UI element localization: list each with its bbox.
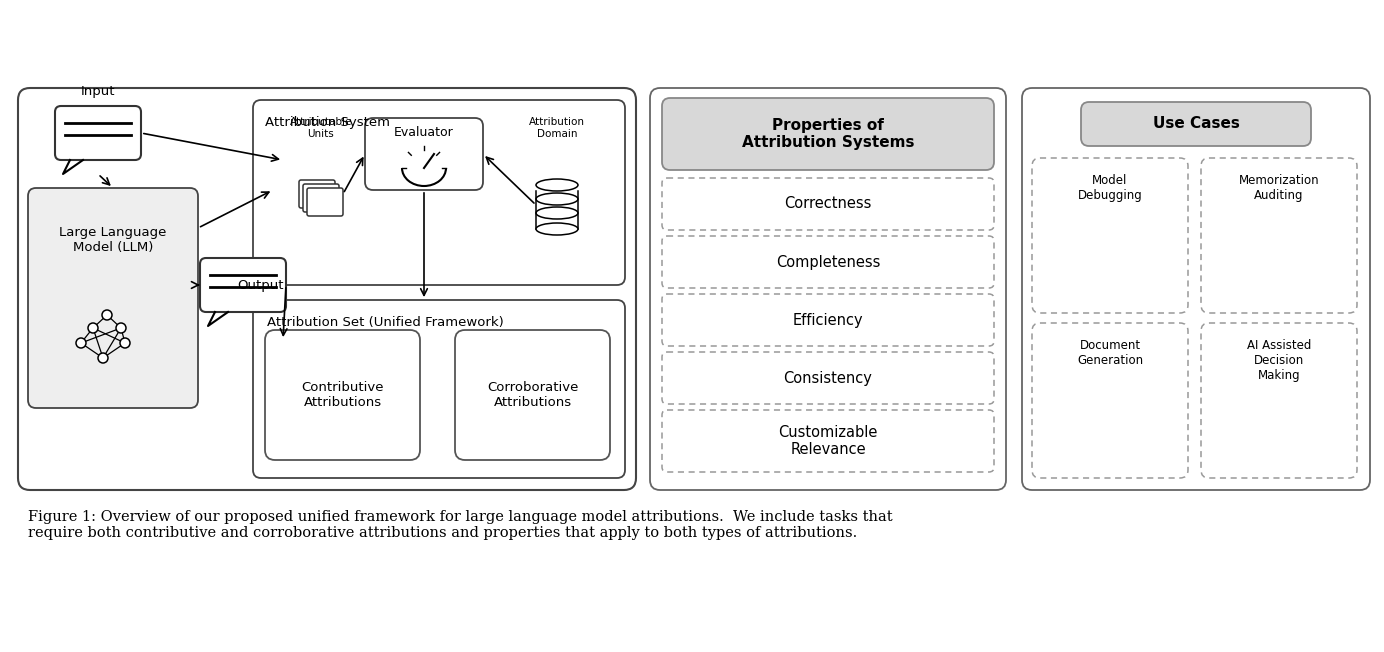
Text: Input: Input bbox=[80, 85, 115, 98]
Circle shape bbox=[116, 323, 126, 333]
FancyBboxPatch shape bbox=[1021, 88, 1370, 490]
FancyBboxPatch shape bbox=[1201, 158, 1356, 313]
FancyBboxPatch shape bbox=[28, 188, 198, 408]
FancyBboxPatch shape bbox=[455, 330, 610, 460]
Text: AI Assisted
Decision
Making: AI Assisted Decision Making bbox=[1247, 339, 1311, 382]
FancyBboxPatch shape bbox=[18, 88, 637, 490]
Circle shape bbox=[76, 338, 86, 348]
FancyBboxPatch shape bbox=[55, 106, 141, 160]
FancyBboxPatch shape bbox=[253, 300, 626, 478]
Text: Evaluator: Evaluator bbox=[394, 125, 454, 138]
Text: Output: Output bbox=[238, 278, 284, 291]
FancyBboxPatch shape bbox=[662, 352, 994, 404]
Text: Corroborative
Attributions: Corroborative Attributions bbox=[487, 381, 579, 409]
Text: Customizable
Relevance: Customizable Relevance bbox=[778, 425, 877, 457]
Text: Attribution
Domain: Attribution Domain bbox=[529, 117, 585, 139]
FancyBboxPatch shape bbox=[303, 184, 339, 212]
FancyBboxPatch shape bbox=[662, 294, 994, 346]
FancyBboxPatch shape bbox=[662, 98, 994, 170]
FancyBboxPatch shape bbox=[662, 236, 994, 288]
FancyBboxPatch shape bbox=[662, 410, 994, 472]
Text: Consistency: Consistency bbox=[783, 370, 872, 385]
Text: Contributive
Attributions: Contributive Attributions bbox=[302, 381, 383, 409]
FancyBboxPatch shape bbox=[365, 118, 483, 190]
FancyBboxPatch shape bbox=[307, 188, 343, 216]
FancyBboxPatch shape bbox=[536, 191, 579, 229]
FancyBboxPatch shape bbox=[299, 180, 335, 208]
FancyBboxPatch shape bbox=[1201, 323, 1356, 478]
FancyBboxPatch shape bbox=[253, 100, 626, 285]
Text: Attributable
Units: Attributable Units bbox=[289, 117, 352, 139]
Text: Document
Generation: Document Generation bbox=[1077, 339, 1143, 367]
Polygon shape bbox=[208, 312, 228, 326]
FancyBboxPatch shape bbox=[1032, 158, 1187, 313]
Circle shape bbox=[102, 310, 112, 320]
Text: Figure 1: Overview of our proposed unified framework for large language model at: Figure 1: Overview of our proposed unifi… bbox=[28, 510, 893, 541]
Text: Attribution Set (Unified Framework): Attribution Set (Unified Framework) bbox=[267, 316, 504, 329]
Text: Completeness: Completeness bbox=[776, 254, 880, 269]
Text: Large Language
Model (LLM): Large Language Model (LLM) bbox=[60, 226, 166, 254]
Text: Attribution System: Attribution System bbox=[264, 116, 390, 129]
Ellipse shape bbox=[536, 223, 579, 235]
Circle shape bbox=[120, 338, 130, 348]
Text: Use Cases: Use Cases bbox=[1153, 117, 1240, 132]
Text: Memorization
Auditing: Memorization Auditing bbox=[1239, 174, 1319, 202]
Circle shape bbox=[98, 353, 108, 363]
FancyBboxPatch shape bbox=[201, 258, 286, 312]
Text: Properties of
Attribution Systems: Properties of Attribution Systems bbox=[742, 118, 915, 150]
Polygon shape bbox=[64, 160, 83, 174]
FancyBboxPatch shape bbox=[650, 88, 1006, 490]
FancyBboxPatch shape bbox=[662, 178, 994, 230]
Circle shape bbox=[89, 323, 98, 333]
Text: Correctness: Correctness bbox=[785, 196, 872, 211]
FancyBboxPatch shape bbox=[1032, 323, 1187, 478]
Text: Model
Debugging: Model Debugging bbox=[1078, 174, 1142, 202]
Text: Efficiency: Efficiency bbox=[793, 312, 864, 327]
FancyBboxPatch shape bbox=[264, 330, 419, 460]
FancyBboxPatch shape bbox=[1081, 102, 1311, 146]
